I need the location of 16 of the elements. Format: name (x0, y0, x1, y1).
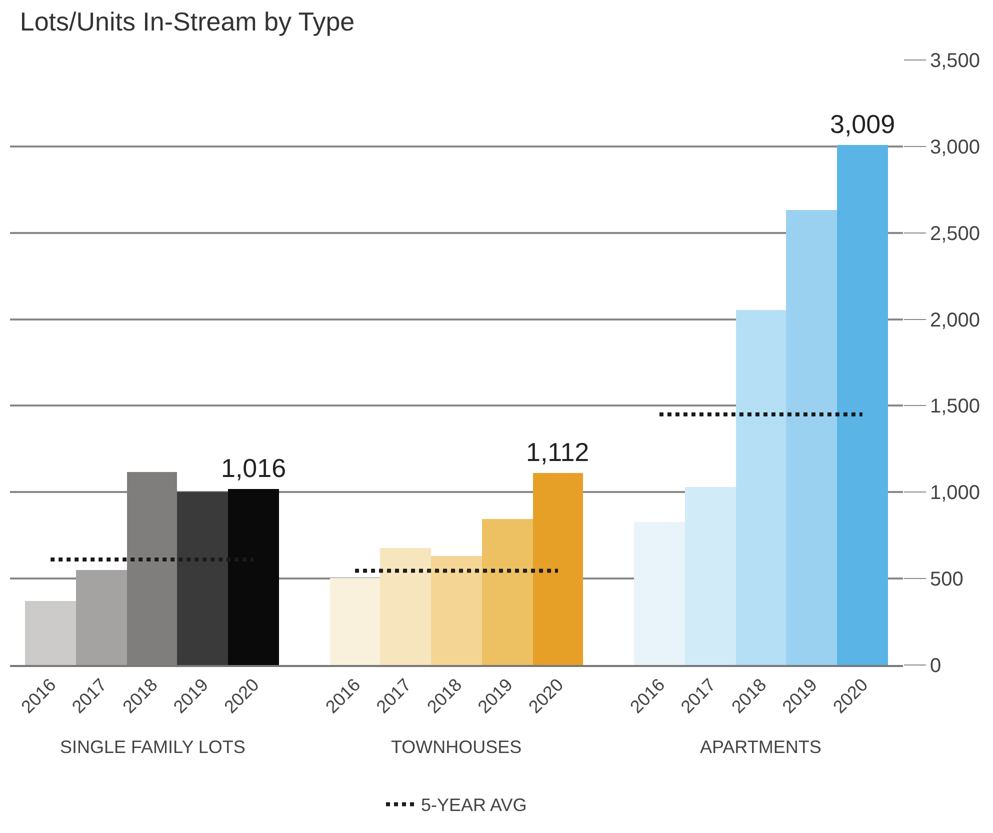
y-tick-label: 1,500 (930, 396, 980, 418)
y-tick-label: 2,000 (930, 309, 980, 332)
legend-label: 5-YEAR AVG (421, 795, 527, 816)
y-tick-label: 0 (930, 655, 942, 677)
y-tick-label: 1,000 (930, 482, 980, 504)
y-tick-label: 500 (930, 568, 964, 591)
data-label: 3,009 (830, 109, 896, 139)
text: SINGLE FAMILY LOTS (60, 737, 246, 757)
data-label: 1,016 (221, 453, 286, 483)
text: APARTMENTS (700, 737, 822, 757)
y-tick-label: 3,500 (930, 50, 980, 72)
y-tick-label: 3,000 (930, 136, 980, 158)
y-tick-label: 2,500 (930, 222, 980, 245)
chart-title: Lots/Units In-Stream by Type (20, 6, 355, 37)
text: TOWNHOUSES (391, 737, 522, 757)
data-label: 1,112 (526, 437, 590, 467)
